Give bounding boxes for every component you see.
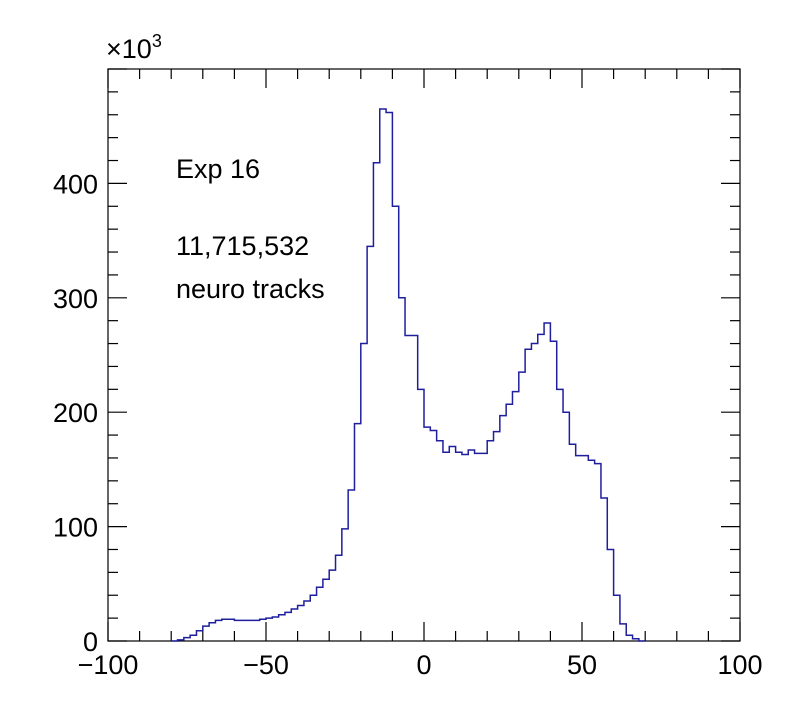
histogram-series: [171, 108, 646, 642]
annotation-track-count: 11,715,532: [176, 231, 309, 261]
axis-ticks: [107, 68, 741, 642]
x-tick-label: 50: [567, 650, 597, 680]
y-tick-label: 0: [83, 627, 98, 657]
y-tick-label: 100: [53, 513, 98, 543]
x-tick-label: 0: [416, 650, 431, 680]
annotation-track-type: neuro tracks: [176, 274, 325, 304]
y-axis-multiplier-base: ×10: [106, 34, 152, 64]
y-axis-multiplier: ×103: [106, 31, 162, 64]
y-axis-multiplier-exponent: 3: [152, 31, 162, 51]
y-tick-label: 200: [53, 398, 98, 428]
y-tick-label: 300: [53, 284, 98, 314]
axis-tick-labels: −100 −50 0 50 100 0 100 200 300 400: [53, 169, 763, 680]
x-tick-label: −50: [243, 650, 289, 680]
annotation-experiment: Exp 16: [176, 154, 260, 184]
x-tick-label: −100: [78, 650, 139, 680]
y-tick-label: 400: [53, 169, 98, 199]
x-tick-label: 100: [717, 650, 762, 680]
